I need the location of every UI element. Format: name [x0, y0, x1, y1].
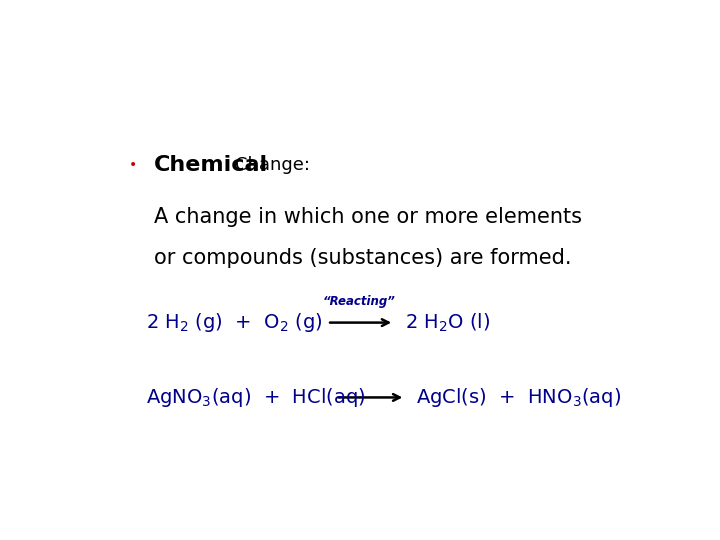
Text: AgNO$_3$(aq)  +  HCl(aq): AgNO$_3$(aq) + HCl(aq)	[145, 386, 365, 409]
Text: “Reacting”: “Reacting”	[323, 295, 396, 308]
Text: Chemical: Chemical	[154, 154, 269, 174]
Text: 2 H$_2$O (l): 2 H$_2$O (l)	[405, 312, 490, 334]
Text: •: •	[129, 158, 138, 172]
Text: or compounds (substances) are formed.: or compounds (substances) are formed.	[154, 248, 572, 268]
Text: AgCl(s)  +  HNO$_3$(aq): AgCl(s) + HNO$_3$(aq)	[416, 386, 621, 409]
Text: A change in which one or more elements: A change in which one or more elements	[154, 207, 582, 227]
Text: Change:: Change:	[235, 156, 310, 173]
Text: 2 H$_2$ (g)  +  O$_2$ (g): 2 H$_2$ (g) + O$_2$ (g)	[145, 311, 323, 334]
